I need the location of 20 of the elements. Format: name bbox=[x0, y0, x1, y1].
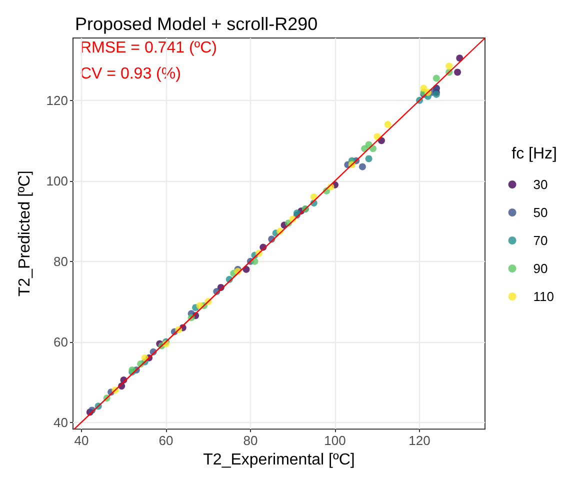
y-tick-label: 100 bbox=[46, 173, 68, 188]
chart-title: Proposed Model + scroll-R290 bbox=[75, 14, 318, 34]
x-tick-label: 80 bbox=[243, 433, 258, 448]
y-axis-title: T2_Predicted [ºC] bbox=[16, 170, 34, 297]
y-tick-label: 80 bbox=[54, 254, 68, 269]
x-tick-label: 40 bbox=[74, 433, 89, 448]
legend-label: 110 bbox=[533, 289, 554, 304]
x-tick-label: 100 bbox=[324, 433, 346, 448]
legend-title: fc [Hz] bbox=[512, 146, 558, 162]
annotation: RMSE = 0.741 (ºC) bbox=[80, 40, 217, 56]
x-tick-label: 120 bbox=[408, 433, 430, 448]
y-tick-label: 60 bbox=[54, 334, 68, 350]
x-tick-label: 60 bbox=[158, 433, 174, 448]
legend-label: 30 bbox=[533, 177, 548, 192]
legend-label: 70 bbox=[533, 233, 548, 248]
x-axis-title: T2_Experimental [ºC] bbox=[203, 452, 355, 468]
y-tick-label: 40 bbox=[54, 414, 68, 430]
legend-label: 50 bbox=[533, 205, 548, 220]
y-tick-label: 120 bbox=[46, 92, 68, 108]
legend-label: 90 bbox=[533, 261, 548, 276]
